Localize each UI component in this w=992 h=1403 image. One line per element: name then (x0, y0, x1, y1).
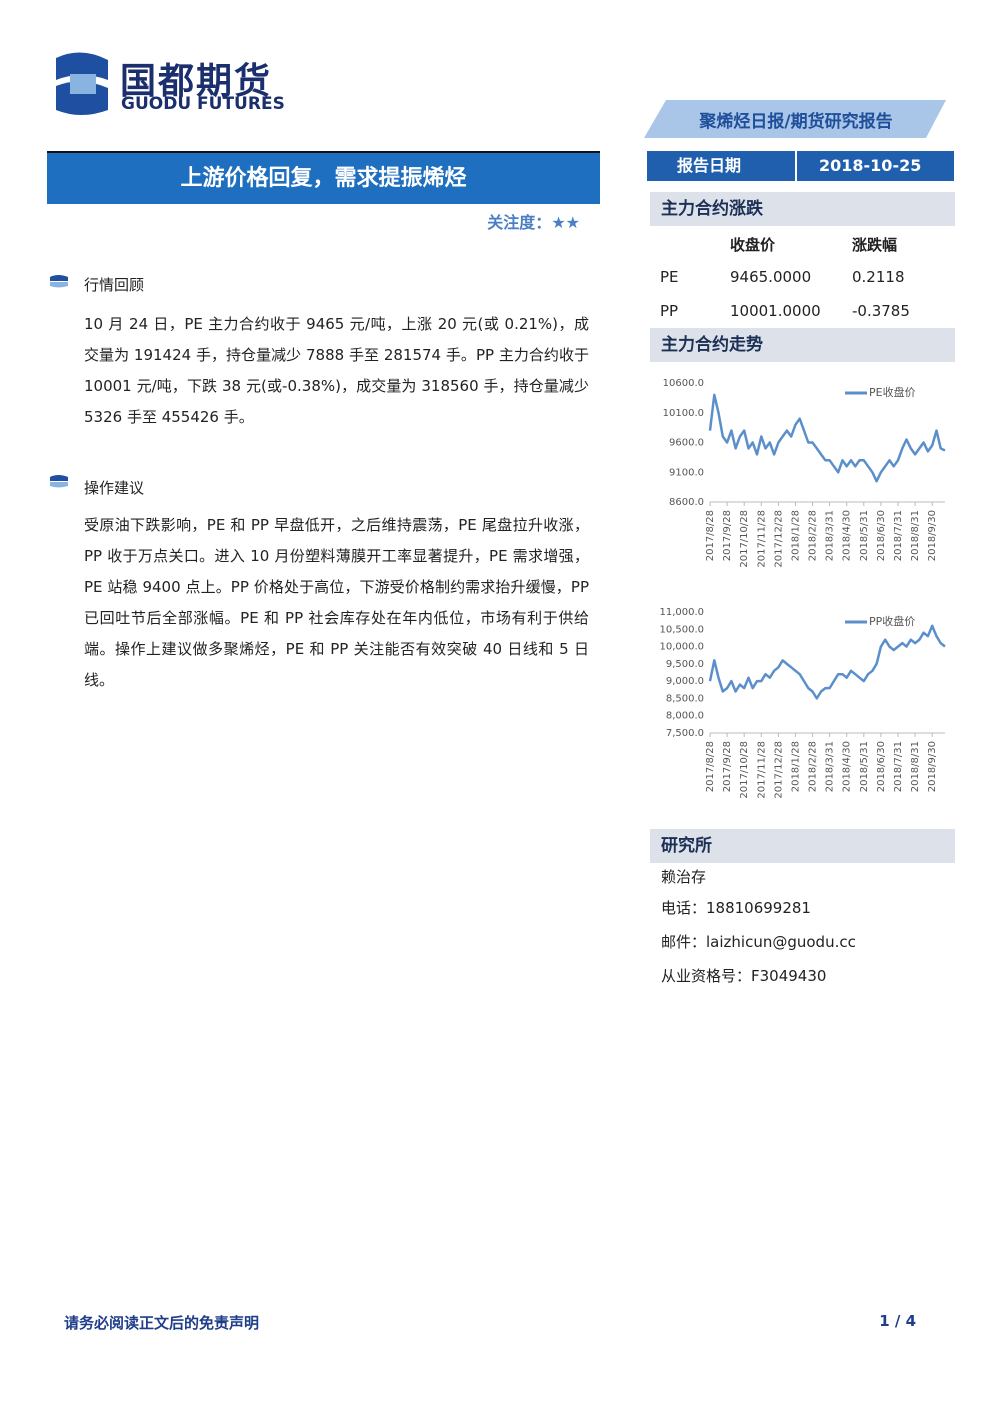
x-tick-label: 2017/11/28 (756, 741, 767, 799)
x-tick-label: 2018/3/31 (825, 741, 836, 792)
section-body: 10 月 24 日，PE 主力合约收于 9465 元/吨，上涨 20 元(或 0… (84, 315, 589, 426)
disclaimer: 请务必阅读正文后的免责声明 (64, 1314, 260, 1332)
table-cell: 10001.0000 (730, 302, 821, 320)
research-title: 研究所 (650, 829, 955, 863)
x-tick-label: 2018/6/30 (876, 510, 887, 561)
x-tick-label: 2018/8/31 (910, 741, 921, 792)
x-tick-label: 2018/2/28 (808, 510, 819, 561)
price-line (708, 393, 946, 483)
section-heading: 行情回顾 (84, 276, 145, 294)
trend-title: 主力合约走势 (650, 328, 955, 362)
x-tick-label: 2017/12/28 (773, 510, 784, 568)
table-cell: PP (660, 302, 679, 320)
attention-label: 关注度： (487, 213, 552, 232)
x-tick-label: 2018/7/31 (893, 741, 904, 792)
table-header: 收盘价 (730, 236, 776, 254)
table-title: 主力合约涨跌 (650, 192, 955, 226)
x-tick-label: 2017/10/28 (739, 741, 750, 799)
analyst-license: 从业资格号：F3049430 (661, 967, 827, 985)
page-number: 1 / 4 (879, 1312, 916, 1330)
x-tick-label: 2018/5/31 (859, 741, 870, 792)
y-tick-label: 8,000.0 (666, 711, 704, 722)
pe-chart: 8600.0 9100.0 9600.0 10100.0 10600.0 2017/8/2… (663, 378, 946, 568)
x-tick-label: 2017/9/28 (722, 510, 733, 561)
y-tick-label: 10,000.0 (659, 642, 704, 653)
legend-label: PP收盘价 (869, 614, 915, 628)
x-tick-label: 2017/8/28 (705, 510, 716, 561)
x-tick-label: 2017/9/28 (722, 741, 733, 792)
analyst-name: 赖治存 (661, 868, 707, 886)
pp-chart: 7,500.0 8,000.0 8,500.0 9,000.0 9,500.0 10,00… (659, 607, 946, 799)
x-tick-label: 2018/2/28 (808, 741, 819, 792)
x-tick-label: 2018/7/31 (893, 510, 904, 561)
price-line (708, 624, 946, 700)
y-tick-label: 10600.0 (663, 378, 704, 389)
x-tick-label: 2018/4/30 (842, 510, 853, 561)
y-tick-label: 9100.0 (669, 467, 704, 478)
y-tick-label: 10100.0 (663, 408, 704, 419)
analyst-phone: 电话：18810699281 (661, 899, 811, 917)
x-tick-label: 2017/8/28 (705, 741, 716, 792)
logo-en: GUODU FUTURES (121, 94, 285, 114)
logo-icon (56, 52, 108, 115)
y-tick-label: 7,500.0 (666, 728, 704, 739)
table-cell: 9465.0000 (730, 268, 812, 286)
x-tick-label: 2017/12/28 (773, 741, 784, 799)
x-tick-label: 2018/3/31 (825, 510, 836, 561)
table-cell: PE (660, 268, 679, 286)
legend-label: PE收盘价 (869, 385, 916, 399)
y-tick-label: 10,500.0 (659, 624, 704, 635)
x-tick-label: 2017/11/28 (756, 510, 767, 568)
x-tick-label: 2018/1/28 (790, 741, 801, 792)
x-tick-label: 2018/6/30 (876, 741, 887, 792)
x-tick-label: 2018/4/30 (842, 741, 853, 792)
section-icon (50, 275, 68, 288)
table-header: 涨跌幅 (852, 236, 898, 254)
x-tick-label: 2017/10/28 (739, 510, 750, 568)
y-tick-label: 9600.0 (669, 438, 704, 449)
date-label: 报告日期 (677, 156, 742, 175)
y-tick-label: 9,000.0 (666, 676, 704, 687)
attention-stars: ★★ (551, 213, 580, 232)
y-tick-label: 11,000.0 (659, 607, 704, 618)
y-tick-label: 9,500.0 (666, 659, 704, 670)
logo-cn: 国都期货 (120, 61, 273, 102)
analyst-email: 邮件：laizhicun@guodu.cc (661, 933, 856, 951)
section-heading: 操作建议 (84, 479, 145, 497)
report-type: 聚烯烃日报/期货研究报告 (698, 111, 892, 132)
attention: 关注度：★★ (487, 209, 580, 233)
table-cell: 0.2118 (852, 268, 905, 286)
date-row: 报告日期 2018-10-25 (647, 151, 954, 181)
section-body: 受原油下跌影响，PE 和 PP 早盘低开，之后维持震荡，PE 尾盘拉升收涨，PP… (84, 516, 589, 689)
y-tick-label: 8600.0 (669, 497, 704, 508)
x-tick-label: 2018/8/31 (910, 510, 921, 561)
x-tick-label: 2018/5/31 (859, 510, 870, 561)
report-title: 上游价格回复，需求提振烯烃 (47, 153, 600, 204)
title-rule (47, 151, 600, 153)
report-type-banner: 聚烯烃日报/期货研究报告 (644, 100, 946, 138)
x-tick-label: 2018/1/28 (790, 510, 801, 561)
x-tick-label: 2018/9/30 (927, 741, 938, 792)
x-tick-label: 2018/9/30 (927, 510, 938, 561)
y-tick-label: 8,500.0 (666, 693, 704, 704)
report-date: 2018-10-25 (819, 156, 922, 175)
table-cell: -0.3785 (852, 302, 910, 320)
section-icon (50, 475, 68, 488)
